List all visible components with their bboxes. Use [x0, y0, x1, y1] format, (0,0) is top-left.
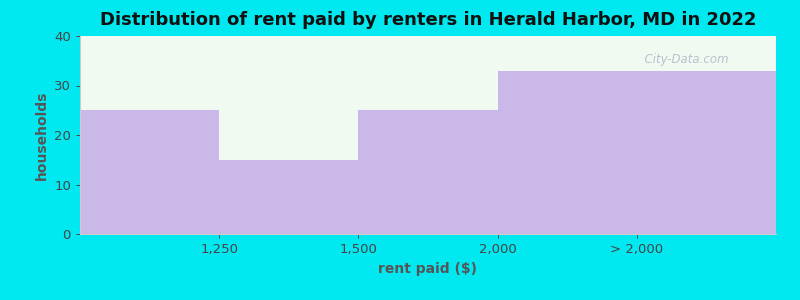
- Y-axis label: households: households: [34, 90, 49, 180]
- Bar: [219, 160, 358, 234]
- Bar: [80, 110, 219, 234]
- Bar: [358, 110, 498, 234]
- Bar: [498, 71, 776, 234]
- Text: City-Data.com: City-Data.com: [637, 53, 729, 66]
- X-axis label: rent paid ($): rent paid ($): [378, 262, 478, 276]
- Title: Distribution of rent paid by renters in Herald Harbor, MD in 2022: Distribution of rent paid by renters in …: [100, 11, 756, 29]
